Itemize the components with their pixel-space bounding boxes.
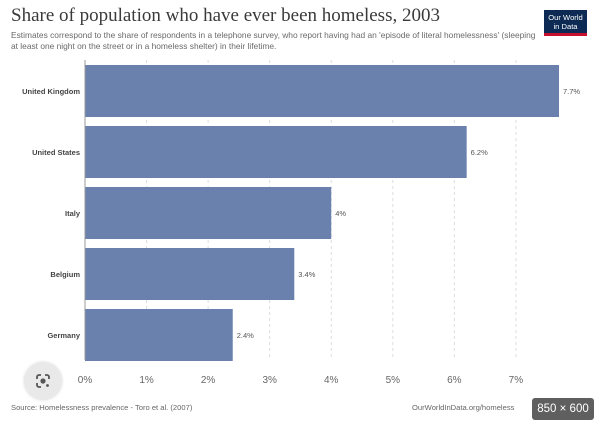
category-label: United States (32, 148, 80, 157)
x-tick-label: 1% (139, 375, 154, 386)
category-label: Belgium (50, 270, 80, 279)
site-link[interactable]: OurWorldInData.org/homeless (412, 403, 515, 412)
value-label: 6.2% (471, 148, 488, 157)
bar (85, 309, 233, 361)
x-tick-label: 3% (262, 375, 277, 386)
x-tick-label: 2% (201, 375, 216, 386)
owid-logo[interactable]: Our World in Data (544, 10, 587, 36)
google-lens-icon (36, 374, 50, 388)
category-label: Germany (47, 331, 80, 340)
google-lens-button[interactable] (24, 362, 62, 400)
value-label: 2.4% (237, 331, 254, 340)
logo-line-2: in Data (553, 22, 578, 31)
value-label: 4% (335, 209, 346, 218)
bar (85, 187, 332, 239)
bar (85, 65, 559, 117)
chart-subtitle: Estimates correspond to the share of res… (11, 30, 536, 51)
image-size-badge: 850 × 600 (532, 398, 594, 420)
logo-line-1: Our World (548, 13, 583, 22)
chart-title: Share of population who have ever been h… (11, 5, 440, 26)
value-label: 3.4% (298, 270, 315, 279)
x-tick-label: 0% (78, 375, 93, 386)
x-tick-label: 5% (386, 375, 401, 386)
category-label: Italy (65, 209, 81, 218)
bar (85, 248, 295, 300)
bar (85, 126, 467, 178)
value-label: 7.7% (563, 87, 580, 96)
source-note: Source: Homelessness prevalence - Toro e… (11, 403, 193, 412)
category-label: United Kingdom (22, 87, 80, 96)
x-tick-label: 7% (509, 375, 524, 386)
x-tick-label: 4% (324, 375, 339, 386)
x-tick-label: 6% (447, 375, 462, 386)
